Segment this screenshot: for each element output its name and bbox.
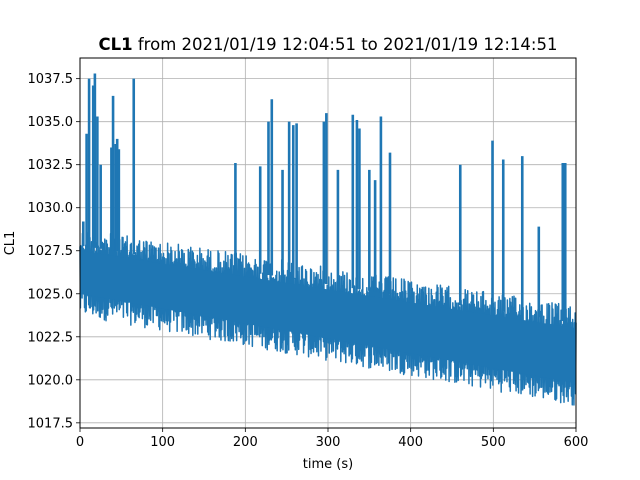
y-tick-label: 1037.5: [28, 72, 74, 87]
x-tick-label: 600: [564, 435, 589, 450]
y-tick-label: 1020.0: [28, 373, 74, 388]
chart-title: CL1 from 2021/01/19 12:04:51 to 2021/01/…: [99, 35, 558, 54]
x-tick-label: 400: [398, 435, 423, 450]
y-tick-label: 1030.0: [28, 201, 74, 216]
y-tick-label: 1027.5: [28, 244, 74, 259]
x-tick-label: 200: [233, 435, 258, 450]
chart-title-rest: from 2021/01/19 12:04:51 to 2021/01/19 1…: [133, 35, 558, 54]
y-tick-label: 1017.5: [28, 416, 74, 431]
x-axis-label: time (s): [303, 457, 353, 472]
x-tick-label: 0: [76, 435, 84, 450]
x-tick-label: 500: [481, 435, 506, 450]
x-tick-label: 300: [316, 435, 341, 450]
data-series: [79, 73, 577, 406]
y-tick-label: 1032.5: [28, 158, 74, 173]
chart-title-bold: CL1: [99, 35, 133, 54]
x-tick-label: 100: [150, 435, 175, 450]
y-tick-label: 1035.0: [28, 115, 74, 130]
ticks: 0 100 200 300 400 500 600 1017.5 1020.0 1022.5 102…: [28, 72, 589, 450]
series-band: [80, 250, 576, 384]
y-tick-label: 1022.5: [28, 330, 74, 345]
y-tick-label: 1025.0: [28, 287, 74, 302]
y-axis-label: CL1: [3, 231, 18, 256]
